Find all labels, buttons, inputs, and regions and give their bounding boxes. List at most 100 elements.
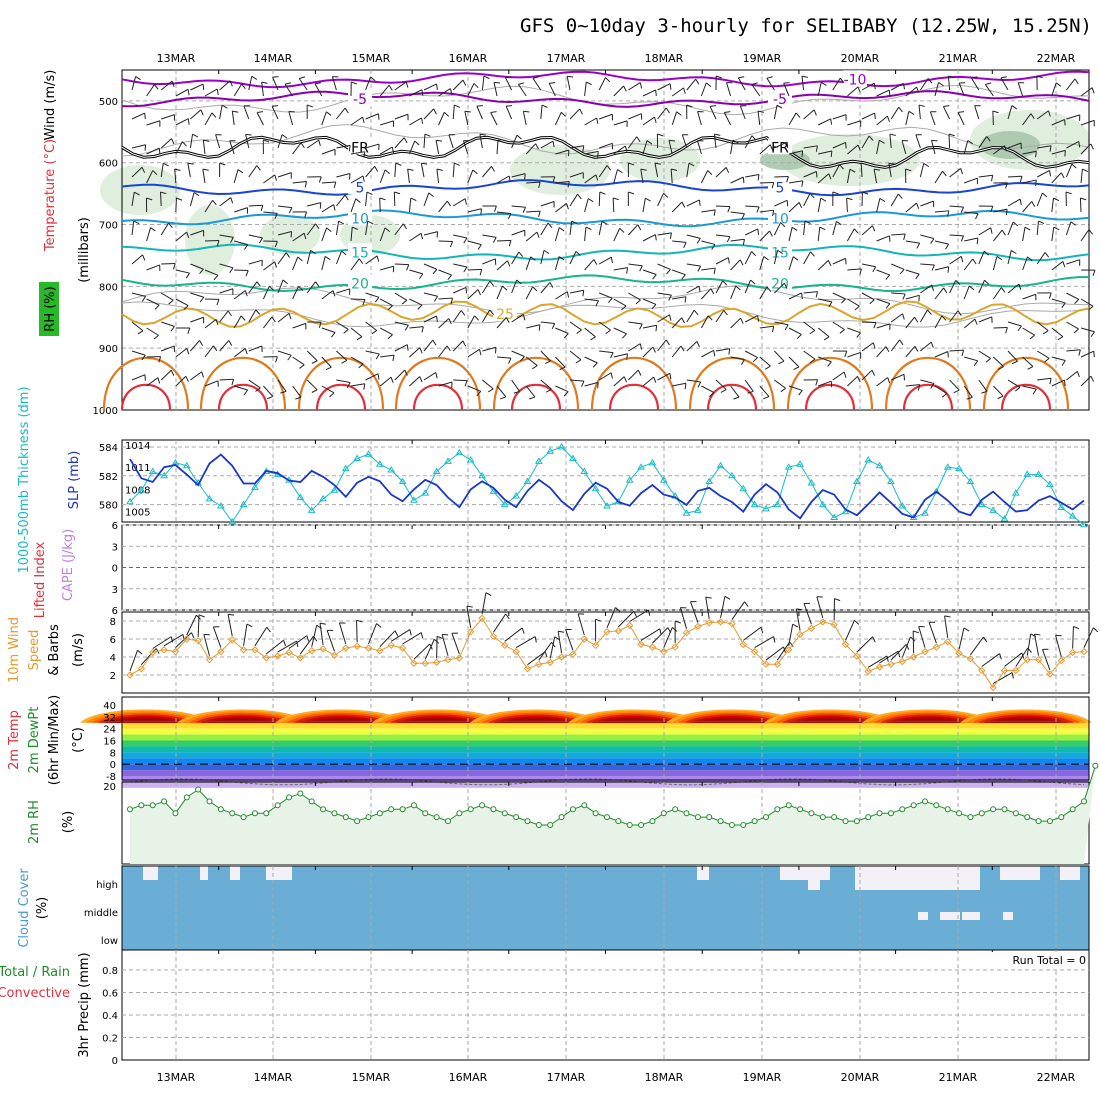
wind-barb <box>774 141 788 149</box>
wind-barb <box>540 379 552 390</box>
wind-speed-point <box>626 621 634 630</box>
wind-barb <box>379 146 393 155</box>
wind-barb <box>628 82 641 91</box>
wind-barb-flag <box>287 355 292 361</box>
wind-barb <box>197 614 200 637</box>
wind-barb <box>463 140 469 155</box>
temperature-contour-30 <box>688 356 776 411</box>
wind-barb-flag <box>200 109 204 116</box>
wind-barb-flag <box>319 202 322 209</box>
wind-barb <box>613 169 618 184</box>
wind-barb-flag <box>819 226 826 231</box>
wind-barb-flag <box>726 236 731 243</box>
wind-speed-point <box>342 644 350 652</box>
wind-barb-flag <box>388 84 393 91</box>
wind-barb-flag <box>651 304 657 310</box>
wind-speed-point <box>762 660 770 668</box>
wind-barb-flag <box>187 327 191 334</box>
wind-barb-flag <box>902 293 906 300</box>
wind-speed-point <box>376 646 384 655</box>
wind-barb-flag <box>199 268 204 275</box>
wind-barb <box>958 82 965 97</box>
wind-barb-flag <box>741 359 745 365</box>
wind-barb-flag <box>1088 229 1093 235</box>
wind-barb-flag <box>832 191 839 195</box>
wind-speed-point <box>694 622 702 631</box>
wind-barb-flag <box>968 285 975 291</box>
wind-barb <box>504 627 523 642</box>
wind-barb <box>978 280 985 294</box>
lifted-index-tick-label: 0 <box>112 564 118 575</box>
wind-barb-flag <box>665 107 670 114</box>
wind-barb-flag <box>228 340 233 346</box>
wind-barb-flag <box>256 165 261 171</box>
wind-barb <box>744 350 758 359</box>
pressure-tick-label: 1000 <box>93 406 118 417</box>
wind-barb <box>876 198 881 213</box>
wind-barb <box>452 79 464 91</box>
contour-label: 20 <box>351 276 369 292</box>
wind-barb <box>1022 256 1028 271</box>
wind-barb <box>496 140 499 155</box>
rh-point <box>694 814 701 821</box>
wind-speed-point <box>1034 655 1043 664</box>
temperature-tick-label: 40 <box>103 701 116 712</box>
slp-tick-label: 1005 <box>125 508 150 519</box>
wind-barb <box>715 205 731 208</box>
wind-barb-flag <box>1034 633 1041 636</box>
contour-label: -5 <box>353 92 367 108</box>
wind-barb-flag <box>370 76 376 82</box>
wind-barb <box>1051 119 1065 126</box>
rh-point <box>138 802 145 809</box>
wind-barb <box>628 321 643 325</box>
wind-barb <box>336 173 351 178</box>
rh-point <box>183 794 190 801</box>
wind-barb <box>978 379 988 392</box>
wind-barb <box>742 626 762 641</box>
wind-barb-flag <box>216 299 220 306</box>
wind-barb <box>277 134 283 149</box>
contour-label-bg <box>348 138 372 155</box>
cape-ylabel: CAPE (J/kg) <box>61 529 76 601</box>
wind-barb-flag <box>318 176 322 183</box>
wind-barb-flag <box>502 285 508 291</box>
wind-barb <box>1066 321 1079 330</box>
wind-barb <box>891 263 905 270</box>
wind-barb <box>715 379 727 390</box>
wind-barb-flag <box>1005 182 1008 189</box>
wind-barb-flag <box>566 291 570 298</box>
wind-barb-flag <box>394 630 399 637</box>
wind-barb <box>190 83 204 91</box>
thickness-point <box>591 484 600 492</box>
thickness-point <box>966 477 975 485</box>
wind-barb-flag <box>406 264 410 271</box>
wind-barb <box>642 324 657 329</box>
contour-label-bg <box>348 274 372 291</box>
wind-barb-flag <box>874 168 881 171</box>
wind-barb-flag <box>463 237 468 244</box>
pressure-tick-label: 700 <box>99 221 118 232</box>
wind-speed-point <box>137 664 146 673</box>
wind-barb-flag <box>655 325 658 332</box>
wind-barb-flag <box>640 168 647 171</box>
wind-tick-label: 4 <box>110 653 116 664</box>
wind-barb-flag <box>432 339 437 346</box>
wind-barb <box>248 281 258 294</box>
wind-barb <box>438 297 453 300</box>
pressure-tick-label: 800 <box>99 282 118 293</box>
wind-barb-flag <box>1076 371 1080 378</box>
wind-barb <box>532 78 542 91</box>
wind-barb <box>1066 141 1080 149</box>
wind-barb-flag <box>1004 145 1007 152</box>
rh-point <box>1069 806 1076 813</box>
rh-point <box>342 814 349 821</box>
rh-point <box>592 810 599 817</box>
rh-point <box>376 810 383 817</box>
wind-barb <box>423 192 430 207</box>
wind-barb-flag <box>274 241 278 248</box>
wind-barb <box>723 112 732 126</box>
wind-barb <box>818 356 832 363</box>
wind-barb <box>160 292 174 301</box>
wind-barb <box>876 323 891 329</box>
rh-contour <box>121 285 1090 315</box>
